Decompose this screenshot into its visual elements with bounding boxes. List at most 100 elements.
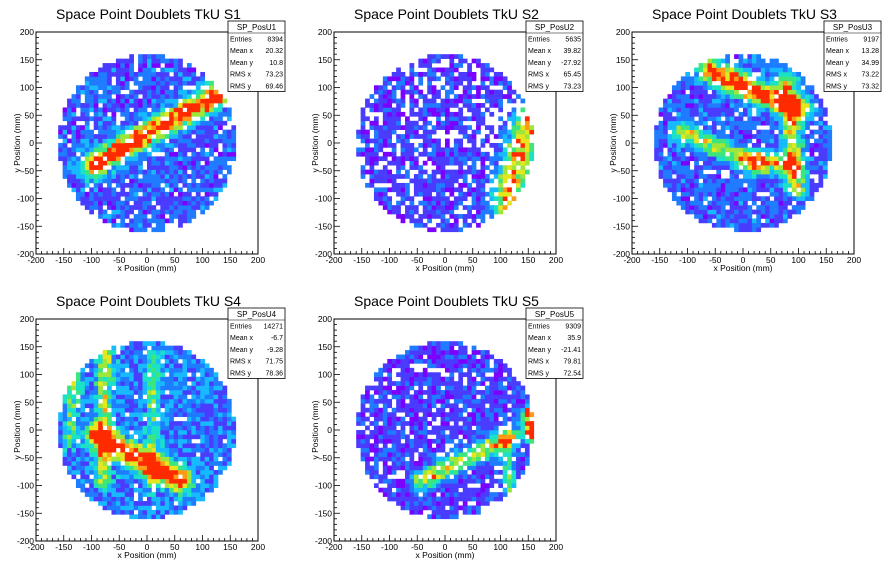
- heatmap-bin: [720, 94, 726, 99]
- heatmap-bin: [200, 169, 206, 175]
- heatmap-bin: [738, 196, 744, 202]
- heatmap-bin: [791, 174, 797, 179]
- heatmap-bin: [685, 205, 691, 210]
- heatmap-bin: [680, 169, 686, 175]
- heatmap-bin: [360, 447, 366, 453]
- heatmap-bin: [169, 438, 174, 444]
- heatmap-bin: [480, 103, 486, 108]
- heatmap-bin: [160, 187, 166, 193]
- heatmap-bin: [765, 134, 770, 139]
- heatmap-bin: [226, 165, 232, 170]
- heatmap-bin: [67, 443, 72, 449]
- heatmap-bin: [791, 80, 797, 86]
- heatmap-bin: [387, 76, 393, 82]
- heatmap-bin: [138, 461, 143, 466]
- heatmap-bin: [822, 107, 828, 113]
- heatmap-bin: [462, 214, 468, 219]
- heatmap-bin: [107, 358, 112, 364]
- heatmap-bin: [178, 372, 183, 378]
- heatmap-bin: [160, 487, 166, 493]
- heatmap-bin: [431, 129, 437, 135]
- heatmap-bin: [89, 381, 95, 386]
- heatmap-bin: [98, 94, 103, 99]
- heatmap-bin: [480, 169, 486, 175]
- heatmap-bin: [822, 174, 828, 179]
- heatmap-bin: [160, 214, 166, 219]
- heatmap-bin: [396, 80, 401, 86]
- heatmap-bin: [102, 381, 108, 386]
- heatmap-bin: [155, 367, 161, 373]
- heatmap-bin: [467, 63, 472, 68]
- heatmap-bin: [734, 156, 739, 162]
- heatmap-bin: [422, 178, 428, 184]
- heatmap-bin: [453, 54, 459, 59]
- heatmap-bin: [191, 182, 197, 188]
- heatmap-bin: [751, 147, 757, 153]
- heatmap-bin: [62, 403, 68, 409]
- heatmap-bin: [769, 63, 775, 68]
- heatmap-bin: [218, 416, 223, 422]
- heatmap-bin: [58, 421, 63, 426]
- heatmap-bin: [378, 385, 384, 391]
- heatmap-bin: [427, 191, 432, 197]
- heatmap-bin: [173, 94, 179, 99]
- stats-histogram-name: SP_PosU4: [237, 310, 277, 319]
- heatmap-bin: [120, 209, 126, 215]
- heatmap-bin: [142, 116, 148, 122]
- heatmap-bin: [382, 407, 388, 413]
- heatmap-bin: [89, 156, 95, 162]
- heatmap-bin: [191, 398, 197, 404]
- heatmap-bin: [707, 205, 713, 210]
- heatmap-bin: [382, 103, 388, 108]
- heatmap-bin: [226, 138, 232, 144]
- heatmap-bin: [711, 111, 717, 117]
- heatmap-bin: [107, 214, 112, 219]
- heatmap-bin: [186, 205, 192, 210]
- heatmap-bin: [409, 160, 415, 166]
- heatmap-bin: [89, 174, 95, 179]
- heatmap-bin: [147, 143, 152, 148]
- heatmap-bin: [124, 67, 130, 73]
- heatmap-bin: [107, 169, 112, 175]
- heatmap-bin: [111, 509, 117, 515]
- heatmap-bin: [191, 421, 197, 426]
- heatmap-bin: [182, 134, 188, 139]
- heatmap-bin: [418, 116, 424, 122]
- heatmap-bin: [89, 89, 95, 95]
- heatmap-bin: [405, 169, 410, 175]
- heatmap-bin: [458, 111, 464, 117]
- heatmap-bin: [498, 147, 504, 153]
- heatmap-bin: [507, 80, 512, 86]
- heatmap-bin: [89, 205, 95, 210]
- heatmap-bin: [716, 138, 722, 144]
- heatmap-bin: [98, 447, 103, 453]
- heatmap-bin: [774, 214, 779, 219]
- heatmap-bin: [685, 174, 691, 179]
- heatmap-bin: [698, 76, 704, 82]
- heatmap-bin: [703, 165, 708, 170]
- heatmap-bin: [147, 58, 152, 64]
- heatmap-bin: [698, 200, 704, 206]
- heatmap-bin: [436, 54, 441, 59]
- heatmap-bin: [743, 107, 748, 113]
- heatmap-bin: [191, 430, 197, 435]
- heatmap-bin: [782, 76, 788, 82]
- heatmap-bin: [93, 487, 99, 493]
- heatmap-bin: [120, 63, 126, 68]
- heatmap-bin: [111, 205, 117, 210]
- heatmap-bin: [431, 147, 437, 153]
- heatmap-bin: [200, 76, 206, 82]
- heatmap-bin: [160, 227, 166, 233]
- stats-row-label: Mean x: [230, 335, 253, 342]
- heatmap-bin: [160, 394, 166, 400]
- heatmap-bin: [138, 358, 143, 364]
- heatmap-bin: [729, 222, 735, 228]
- heatmap-bin: [98, 354, 103, 360]
- heatmap-bin: [164, 447, 170, 453]
- heatmap-bin: [703, 98, 708, 104]
- heatmap-bin: [164, 496, 170, 502]
- heatmap-bin: [67, 447, 72, 453]
- heatmap-bin: [774, 200, 779, 206]
- heatmap-bin: [84, 376, 90, 382]
- heatmap-bin: [147, 354, 152, 360]
